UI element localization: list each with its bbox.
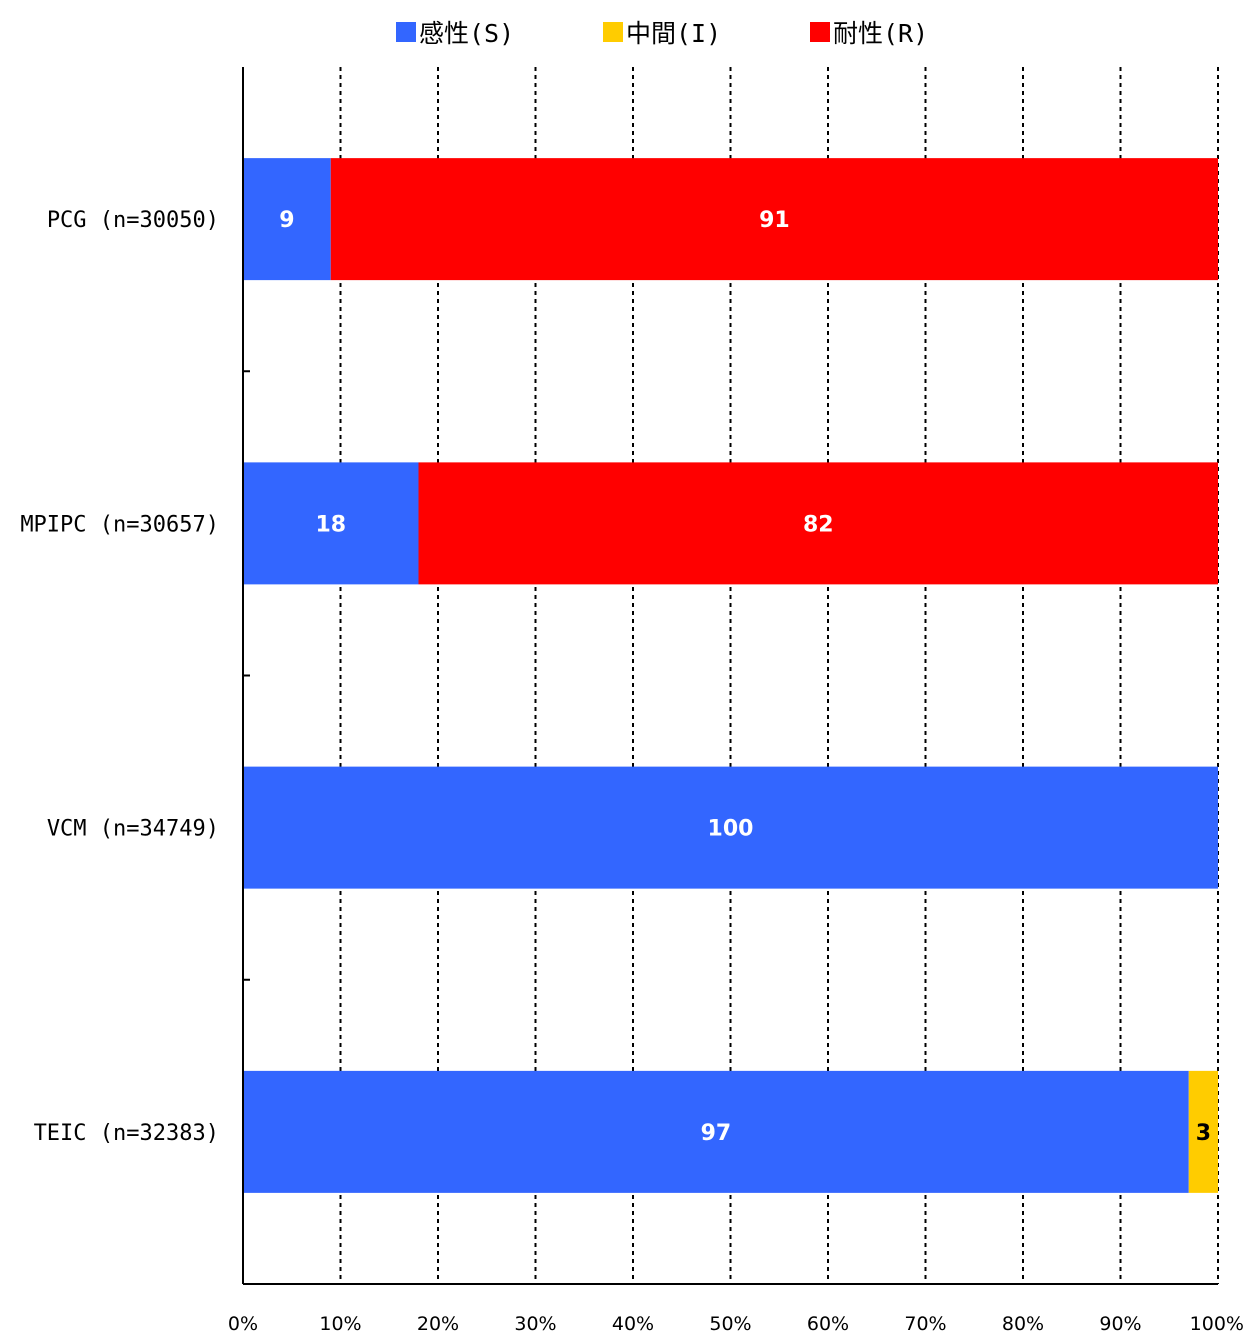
bar-segment [330, 158, 1218, 281]
legend-item-resistant: 耐性(R) [810, 12, 928, 52]
data-label: 100 [708, 817, 754, 842]
x-tick-label: 70% [904, 1313, 946, 1332]
category-label: VCM (n=34749) [47, 817, 219, 842]
legend-label-susceptible: 感性(S) [419, 19, 515, 48]
x-tick-label: 10% [319, 1313, 361, 1332]
bar-segment [243, 462, 419, 585]
legend-swatch-resistant [810, 22, 830, 42]
x-tick-label: 40% [612, 1313, 654, 1332]
legend-swatch-intermediate [603, 22, 623, 42]
legend-item-intermediate: 中間(I) [603, 12, 721, 52]
bar-segment [243, 766, 1218, 889]
x-tick-label: 50% [709, 1313, 751, 1332]
x-tick-label: 60% [807, 1313, 849, 1332]
category-label: TEIC (n=32383) [34, 1121, 219, 1146]
bar-segment [243, 158, 331, 281]
data-label: 3 [1196, 1121, 1211, 1146]
data-label: 91 [759, 208, 790, 233]
x-tick-label: 30% [514, 1313, 556, 1332]
legend-label-intermediate: 中間(I) [626, 19, 722, 48]
legend: 感性(S) 中間(I) 耐性(R) [0, 12, 1248, 52]
legend-label-resistant: 耐性(R) [833, 19, 929, 48]
data-label: 18 [315, 512, 346, 537]
category-label: MPIPC (n=30657) [20, 512, 219, 537]
x-tick-label: 90% [1099, 1313, 1141, 1332]
data-label: 82 [803, 512, 834, 537]
data-label: 9 [279, 208, 294, 233]
category-label: PCG (n=30050) [47, 208, 219, 233]
legend-swatch-susceptible [396, 22, 416, 42]
legend-item-susceptible: 感性(S) [396, 12, 514, 52]
x-tick-label: 20% [417, 1313, 459, 1332]
data-label: 97 [701, 1121, 732, 1146]
x-tick-label: 100% [1190, 1313, 1244, 1332]
bar-segment [418, 462, 1218, 585]
x-tick-label: 80% [1002, 1313, 1044, 1332]
bar-segment [1188, 1070, 1218, 1193]
x-tick-label: 0% [228, 1313, 258, 1332]
bar-segment [243, 1070, 1189, 1193]
